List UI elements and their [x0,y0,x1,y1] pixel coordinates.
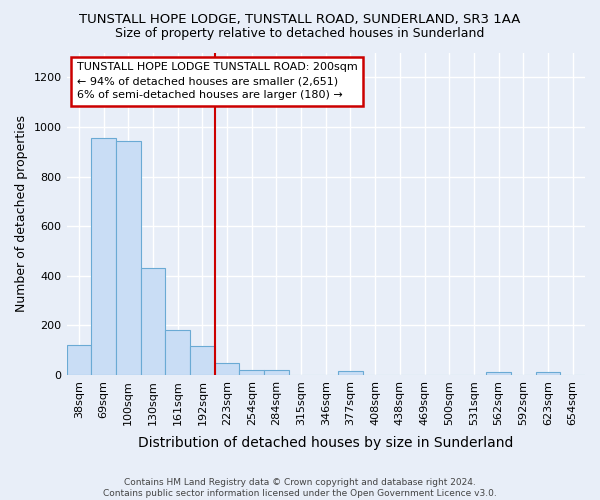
Bar [486,372,511,375]
Bar [215,362,239,375]
Y-axis label: Number of detached properties: Number of detached properties [15,115,28,312]
Bar [140,268,165,375]
Text: TUNSTALL HOPE LODGE TUNSTALL ROAD: 200sqm
← 94% of detached houses are smaller (: TUNSTALL HOPE LODGE TUNSTALL ROAD: 200sq… [77,62,358,100]
Bar [116,140,140,375]
Bar [264,370,289,375]
Bar [338,371,363,375]
Text: TUNSTALL HOPE LODGE, TUNSTALL ROAD, SUNDERLAND, SR3 1AA: TUNSTALL HOPE LODGE, TUNSTALL ROAD, SUND… [79,12,521,26]
Bar [165,330,190,375]
Bar [67,345,91,375]
Bar [91,138,116,375]
Bar [536,372,560,375]
Text: Size of property relative to detached houses in Sunderland: Size of property relative to detached ho… [115,26,485,40]
X-axis label: Distribution of detached houses by size in Sunderland: Distribution of detached houses by size … [138,436,514,450]
Bar [239,370,264,375]
Text: Contains HM Land Registry data © Crown copyright and database right 2024.
Contai: Contains HM Land Registry data © Crown c… [103,478,497,498]
Bar [190,346,215,375]
